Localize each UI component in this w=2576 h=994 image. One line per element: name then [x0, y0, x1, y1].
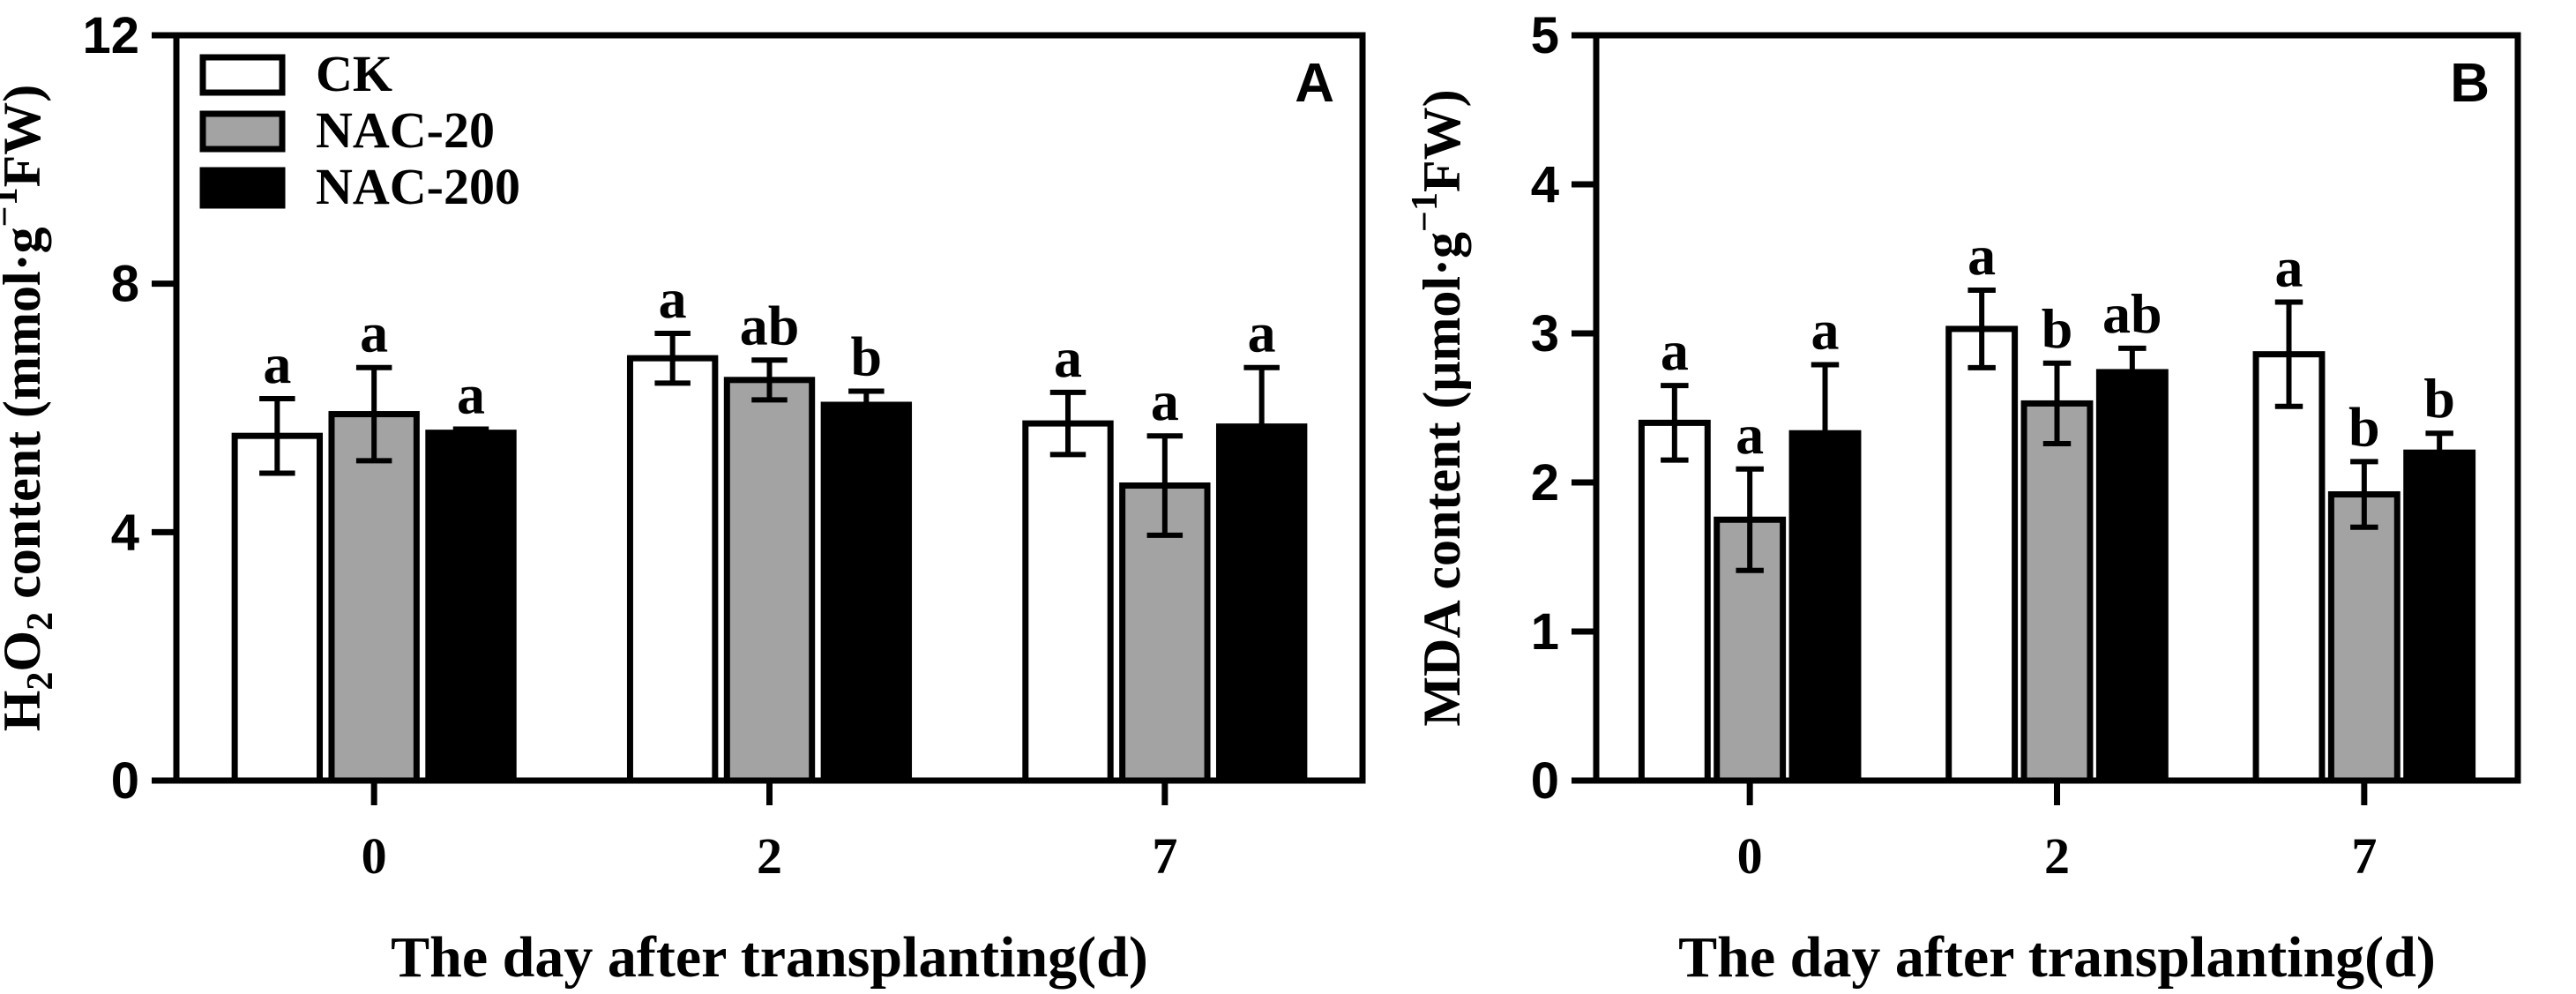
significance-letter: a	[1248, 302, 1276, 364]
significance-letter: a	[360, 302, 388, 364]
legend-swatch-nac-20	[199, 110, 286, 153]
bar-ck-day-7	[2252, 351, 2326, 784]
bar-nac-200-day-7	[2403, 449, 2476, 784]
significance-letter: a	[1736, 403, 1764, 466]
y-title-mid: MDA content (μmol·g	[1413, 232, 1471, 727]
x-tick-label: 2	[2044, 827, 2070, 885]
significance-letter: a	[1661, 319, 1689, 382]
bar-nac-20-day-0	[328, 411, 420, 784]
significance-letter: a	[1967, 224, 1996, 287]
y-tick-label: 0	[111, 752, 139, 810]
significance-letter: a	[263, 333, 291, 395]
x-tick-label: 2	[757, 827, 782, 885]
bar-nac-200-day-2	[2095, 369, 2169, 784]
legend-swatch-ck	[199, 54, 286, 96]
y-title-sup: −1	[1405, 192, 1445, 232]
bar-nac-20-day-2	[2020, 400, 2094, 784]
legend-label-nac-200: NAC-200	[316, 158, 520, 215]
bar-ck-day-2	[1945, 325, 2019, 784]
bar-nac-200-day-0	[425, 430, 517, 784]
significance-letter: b	[851, 325, 883, 387]
x-tick-label: 7	[2351, 827, 2377, 885]
x-axis-title: The day after transplanting(d)	[391, 925, 1148, 990]
y-tick-label: 0	[1531, 752, 1559, 810]
y-title-sub1: 2	[20, 672, 61, 691]
panel-label: B	[2450, 53, 2490, 114]
x-tick-label: 7	[1152, 827, 1177, 885]
significance-letter: ab	[2102, 282, 2162, 345]
legend-label-nac-20: NAC-20	[316, 101, 495, 159]
significance-letter: a	[2274, 236, 2303, 299]
bar-nac-20-day-7	[2327, 491, 2401, 784]
y-title-sup: −1	[0, 187, 26, 227]
significance-letter: a	[1151, 370, 1179, 432]
significance-letter: a	[1811, 298, 1840, 361]
significance-letter: a	[1054, 326, 1082, 389]
significance-letter: a	[659, 267, 687, 330]
y-title-tail: FW)	[1413, 89, 1471, 192]
y-title-o: O	[0, 631, 51, 672]
y-tick-label: 4	[1531, 156, 1559, 213]
significance-letter: b	[2348, 395, 2380, 458]
y-tick-label: 5	[1531, 7, 1559, 64]
significance-letter: ab	[740, 294, 800, 356]
y-title-sub2: 2	[20, 612, 61, 631]
y-tick-label: 3	[1531, 305, 1559, 362]
y-tick-label: 1	[1531, 603, 1559, 661]
y-axis-title: H2O2 content (mmol·g−1FW)	[0, 85, 61, 732]
y-tick-label: 8	[111, 256, 139, 313]
legend-label-ck: CK	[316, 45, 392, 102]
y-title-h: H	[0, 691, 51, 732]
bar-ck-day-7	[1022, 420, 1114, 784]
x-tick-label: 0	[362, 827, 387, 885]
y-tick-label: 2	[1531, 454, 1559, 512]
bar-ck-day-2	[626, 355, 719, 784]
y-tick-label: 4	[111, 504, 139, 561]
x-tick-label: 0	[1737, 827, 1763, 885]
bar-ck-day-0	[231, 432, 324, 784]
x-axis-title: The day after transplanting(d)	[1678, 925, 2436, 990]
y-title-mid: content (mmol·g	[0, 227, 51, 612]
significance-letter: b	[2423, 367, 2455, 430]
significance-letter: a	[457, 362, 485, 425]
y-title-tail: FW)	[0, 85, 51, 188]
significance-letter: b	[2042, 297, 2073, 360]
y-tick-label: 12	[82, 7, 139, 64]
legend-swatch-nac-200	[199, 167, 286, 209]
bar-nac-20-day-2	[723, 377, 816, 784]
bar-nac-200-day-2	[820, 401, 913, 784]
panel-label: A	[1295, 53, 1334, 114]
bar-ck-day-0	[1638, 419, 1711, 784]
y-axis-title: MDA content (μmol·g−1FW)	[1405, 89, 1471, 726]
